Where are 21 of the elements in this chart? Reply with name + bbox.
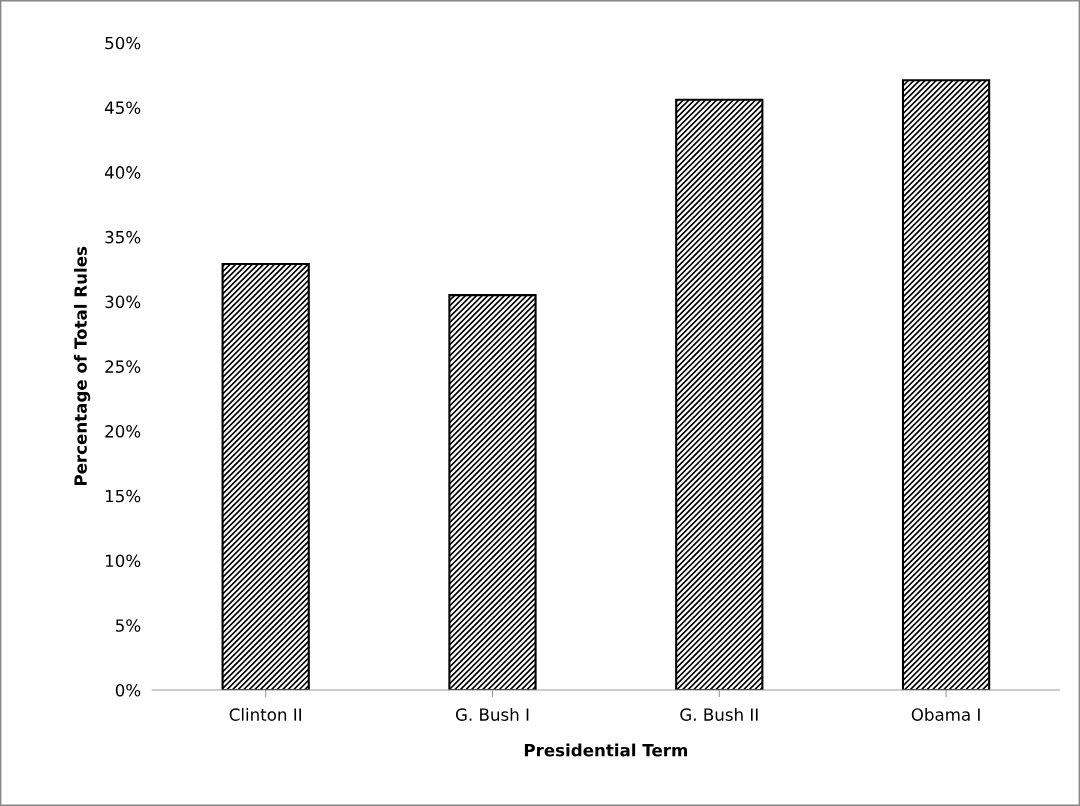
y-tick-label: 15%: [105, 489, 141, 503]
x-tick-label: G. Bush II: [680, 707, 758, 721]
y-tick-label: 5%: [116, 619, 141, 632]
x-axis-title: Presidential Term: [524, 743, 688, 757]
y-tick-label: 20%: [105, 425, 141, 438]
x-tick-label: Obama I: [911, 707, 980, 721]
y-tick-label: 35%: [105, 230, 141, 244]
y-tick-label: 45%: [104, 101, 141, 115]
bar: [901, 79, 991, 690]
y-axis-title: Percentage of Total Rules: [73, 246, 91, 486]
x-tick-label: Clinton II: [229, 707, 301, 721]
y-tick-label: 30%: [105, 295, 141, 309]
y-tick-label: 25%: [105, 360, 141, 373]
y-tick-label: 0%: [115, 683, 141, 697]
y-tick-label: 50%: [105, 36, 141, 50]
y-tick-label: 40%: [104, 166, 141, 179]
bar: [448, 294, 537, 690]
x-tick-label: G. Bush I: [455, 707, 529, 721]
y-tick-label: 10%: [105, 554, 141, 568]
bar: [221, 263, 310, 690]
bar: [675, 98, 764, 690]
